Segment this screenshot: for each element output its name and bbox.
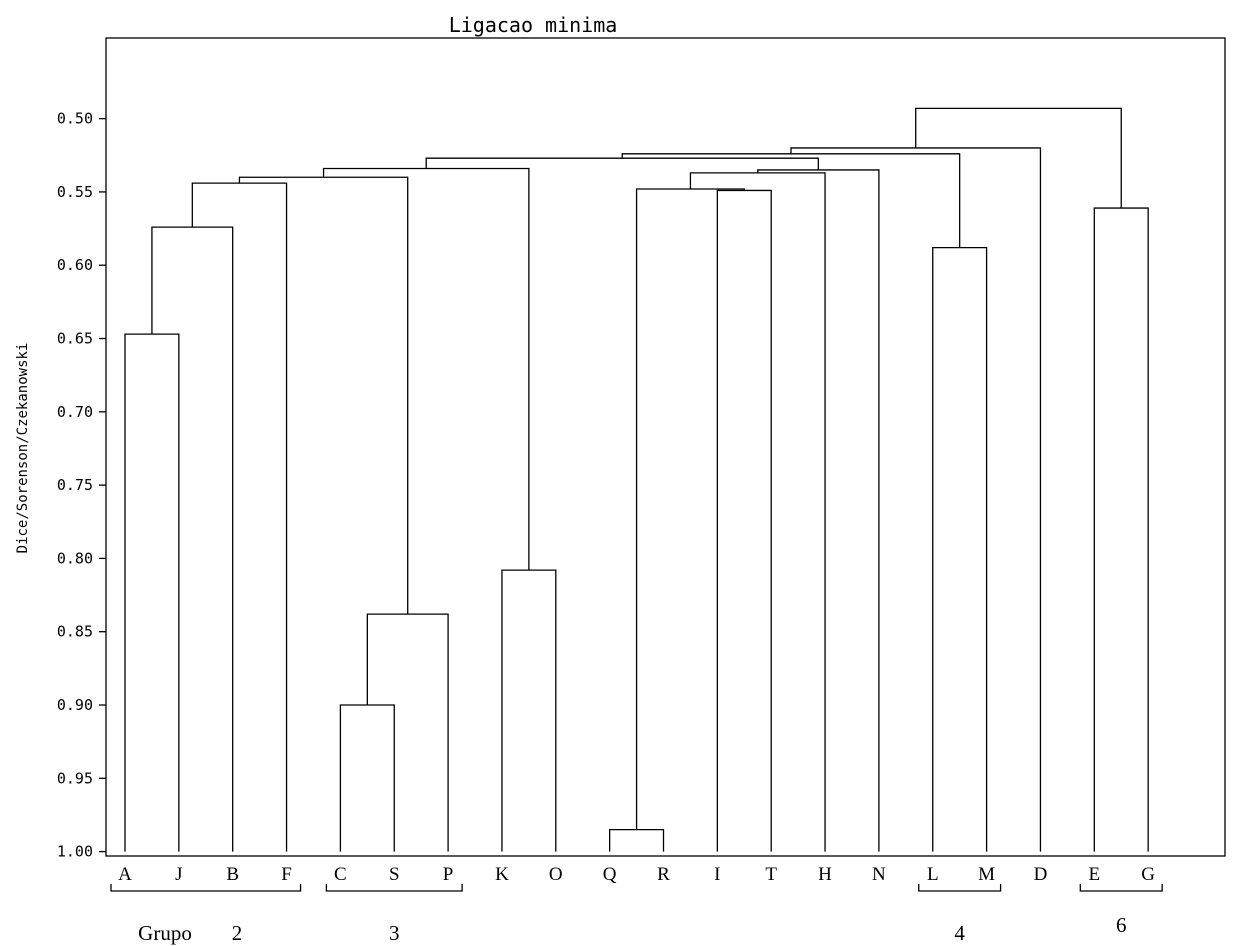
chart-title: Ligacao minima bbox=[449, 13, 618, 37]
leaf-label: M bbox=[978, 864, 995, 885]
group-label: 6 bbox=[1116, 913, 1127, 937]
dendrogram-link bbox=[915, 107, 1122, 209]
dendrogram-link bbox=[716, 189, 772, 852]
dendrogram-links bbox=[124, 107, 1149, 852]
y-tick-label: 0.55 bbox=[57, 183, 93, 201]
leaf-label: J bbox=[175, 864, 182, 885]
group-label: 2 bbox=[232, 921, 243, 945]
leaf-label: T bbox=[765, 864, 777, 885]
dendrogram-link bbox=[1093, 207, 1149, 852]
dendrogram-link bbox=[191, 182, 288, 852]
dendrogram-link bbox=[501, 569, 557, 852]
y-tick-label: 1.00 bbox=[57, 843, 93, 861]
dendrogram-link bbox=[238, 176, 409, 615]
leaf-label: A bbox=[118, 864, 132, 885]
leaf-label: P bbox=[443, 864, 454, 885]
group-label: 3 bbox=[389, 921, 400, 945]
leaf-label: E bbox=[1088, 864, 1100, 885]
y-tick-label: 0.75 bbox=[57, 476, 93, 494]
plot-frame bbox=[105, 37, 1226, 857]
group-bracket bbox=[1079, 884, 1163, 892]
y-tick-label: 0.85 bbox=[57, 623, 93, 641]
leaf-label: F bbox=[281, 864, 292, 885]
y-tick-label: 0.70 bbox=[57, 403, 93, 421]
leaf-label: R bbox=[657, 864, 670, 885]
group-bracket bbox=[918, 884, 1002, 892]
group-brackets bbox=[110, 884, 1163, 892]
dendrogram-link bbox=[339, 704, 395, 852]
group-bracket bbox=[110, 884, 302, 892]
dendrogram-link bbox=[635, 188, 745, 830]
y-tick-label: 0.60 bbox=[57, 256, 93, 274]
dendrogram-link bbox=[621, 153, 961, 248]
leaf-label: O bbox=[549, 864, 563, 885]
group-label: Grupo bbox=[138, 921, 192, 945]
dendrogram-link bbox=[757, 169, 880, 852]
leaf-label: H bbox=[818, 864, 832, 885]
leaf-label: C bbox=[334, 864, 347, 885]
dendrogram-link bbox=[366, 613, 449, 852]
y-tick-label: 0.95 bbox=[57, 769, 93, 787]
leaf-label: L bbox=[927, 864, 939, 885]
dendrogram-link bbox=[124, 333, 180, 852]
dendrogram-link bbox=[932, 246, 988, 852]
group-label: 4 bbox=[954, 921, 965, 945]
group-labels: Grupo 2 3 4 6 bbox=[138, 913, 1126, 945]
dendrogram-link bbox=[425, 157, 819, 170]
y-tick-label: 0.65 bbox=[57, 330, 93, 348]
leaf-label: S bbox=[389, 864, 400, 885]
leaf-label: G bbox=[1141, 864, 1155, 885]
dendrogram-link bbox=[322, 167, 530, 571]
y-tick-label: 0.50 bbox=[57, 110, 93, 128]
dendrogram-link bbox=[151, 226, 234, 852]
y-tick-label: 0.80 bbox=[57, 549, 93, 567]
dendrogram-link bbox=[609, 828, 665, 852]
leaf-label: N bbox=[872, 864, 886, 885]
leaf-label: K bbox=[495, 864, 509, 885]
y-axis-ticks: 0.50 0.55 0.60 0.65 0.70 0.75 0.80 0.85 0.90 0.95… bbox=[57, 110, 106, 861]
leaf-label: B bbox=[226, 864, 239, 885]
dendrogram-link bbox=[689, 172, 826, 852]
leaf-label: Q bbox=[603, 864, 617, 885]
leaf-label: D bbox=[1034, 864, 1048, 885]
y-axis-label: Dice/Sorenson/Czekanowski bbox=[15, 343, 31, 554]
group-bracket bbox=[325, 884, 463, 892]
leaf-label: I bbox=[714, 864, 720, 885]
y-tick-label: 0.90 bbox=[57, 696, 93, 714]
dendrogram-link bbox=[790, 147, 1042, 852]
